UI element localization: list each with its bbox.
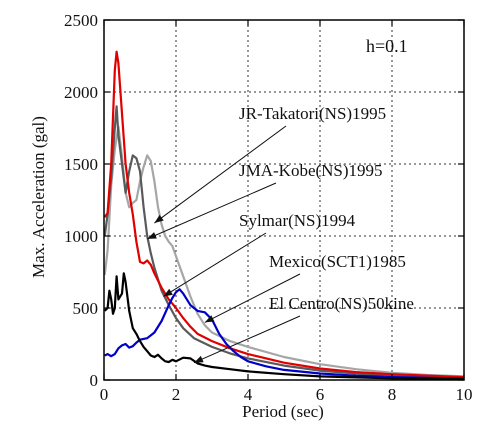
- callout-arrowhead-jma-kobe-ns-1995: [147, 232, 157, 239]
- callout-line-jr-takatori-ns-1995: [154, 125, 287, 224]
- callout-arrowhead-el-centro-ns-50kine: [194, 355, 204, 363]
- damping-annotation: h=0.1: [366, 36, 408, 56]
- x-tick-label: 6: [316, 385, 325, 404]
- callout-label-jma-kobe-ns-1995: JMA-Kobe(NS)1995: [239, 161, 383, 180]
- y-tick-label: 0: [90, 371, 99, 390]
- callout-label-sylmar-ns-1994: Sylmar(NS)1994: [239, 211, 356, 230]
- frame-layer: [103, 19, 465, 381]
- y-tick-label: 1000: [64, 227, 98, 246]
- y-tick-label: 2500: [64, 11, 98, 30]
- series-line-mexico-sct1-1985: [104, 288, 465, 380]
- x-tick-label: 8: [388, 385, 397, 404]
- callout-arrowhead-jr-takatori-ns-1995: [154, 214, 164, 224]
- callout-arrowhead-mexico-sct1-1985: [204, 315, 215, 323]
- callout-label-jr-takatori-ns-1995: JR-Takatori(NS)1995: [239, 104, 386, 123]
- callout-arrowhead-sylmar-ns-1994: [163, 288, 173, 297]
- callout-label-el-centro-ns-50kine: El Centro(NS)50kine: [269, 294, 414, 313]
- y-tick-label: 1500: [64, 155, 98, 174]
- series-layer: [103, 50, 465, 380]
- x-tick-label: 0: [100, 385, 109, 404]
- x-tick-label: 2: [172, 385, 181, 404]
- y-tick-label: 2000: [64, 83, 98, 102]
- callout-label-mexico-sct1-1985: Mexico(SCT1)1985: [269, 252, 406, 271]
- tick-layer: 0 2 4 6 8 10 0 500 1000 1500 2000 2500: [64, 11, 473, 404]
- grid-layer: [104, 20, 464, 380]
- callout-line-jma-kobe-ns-1995: [147, 182, 277, 240]
- y-axis-label: Max. Acceleration (gal): [29, 116, 48, 278]
- plot-frame: [103, 19, 465, 381]
- callout-line-el-centro-ns-50kine: [193, 315, 301, 364]
- series-line-jma-kobe-ns-1995: [103, 105, 465, 379]
- series-line-el-centro-ns-50kine: [103, 272, 465, 380]
- callout-line-mexico-sct1-1985: [204, 273, 301, 323]
- x-tick-label: 10: [456, 385, 473, 404]
- x-axis-label: Period (sec): [242, 402, 324, 421]
- callout-line-sylmar-ns-1994: [163, 232, 267, 297]
- annotation-layer: JR-Takatori(NS)1995 JMA-Kobe(NS)1995 Sylma…: [147, 104, 414, 364]
- x-tick-label: 4: [244, 385, 253, 404]
- series-line-sylmar-ns-1994: [103, 50, 465, 379]
- y-tick-label: 500: [73, 299, 99, 318]
